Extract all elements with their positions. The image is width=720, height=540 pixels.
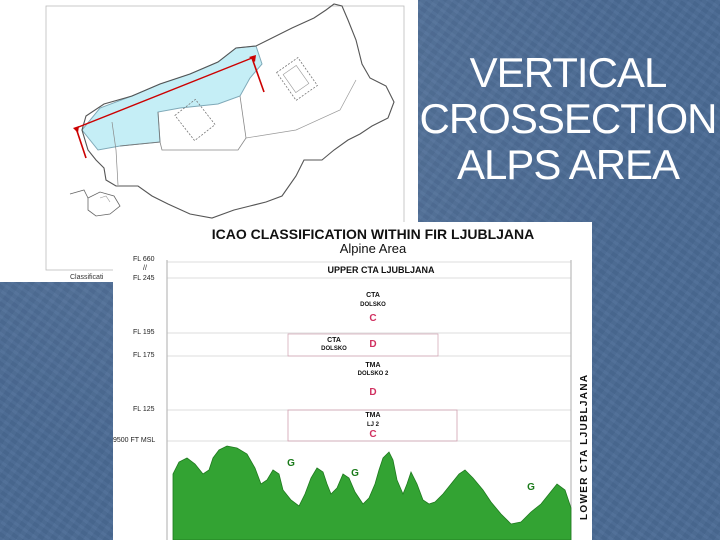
title-line-3: ALPS AREA: [456, 141, 680, 188]
cta-dolsko-low-sub: DOLSKO: [321, 346, 347, 352]
fl-175-label: FL 175: [133, 352, 155, 359]
terrain-class-g-3: G: [527, 482, 535, 493]
fl-660-label: FL 660: [133, 256, 155, 263]
country-border: [81, 3, 395, 219]
terrain-class-g-2: G: [351, 468, 359, 479]
tma-dolsko2-class: D: [369, 387, 377, 398]
terrain-class-g-1: G: [287, 458, 295, 469]
fl-break-mark: //: [143, 265, 147, 272]
title-line-1: VERTICAL: [469, 49, 668, 96]
title-line-2: CROSSECTION: [419, 95, 717, 142]
cta-dolsko-low-class: D: [369, 339, 377, 350]
terrain-profile: [172, 445, 572, 540]
cross-section-panel: ICAO CLASSIFICATION WITHIN FIR LJUBLJANA…: [113, 222, 592, 540]
cta-dolsko-low-name: CTA: [327, 337, 341, 344]
section-arrow-left: [75, 127, 87, 159]
cta-dolsko-high-sub: DOLSKO: [360, 302, 386, 308]
tma-dolsko2-sub: DOLSKO 2: [357, 371, 389, 377]
cross-section-subtitle: Alpine Area: [339, 241, 407, 256]
section-arrow-right: [251, 57, 265, 93]
map-caption: Classificati: [70, 274, 104, 281]
tma-lj2-name: TMA: [365, 412, 381, 419]
fl-245-label: FL 245: [133, 275, 155, 282]
section-line: [75, 57, 253, 129]
cta-dolsko-high-name: CTA: [366, 292, 380, 299]
slide-title: VERTICAL CROSSECTION ALPS AREA: [418, 50, 718, 188]
cross-section-diagram: [166, 260, 572, 540]
ft-9500-label: 9500 FT MSL: [113, 437, 156, 444]
cta-dolsko-high-class: C: [369, 313, 377, 324]
tma-lj2-class: C: [369, 429, 377, 440]
fl-125-label: FL 125: [133, 406, 155, 413]
fl-195-label: FL 195: [133, 329, 155, 336]
cross-section-title: ICAO CLASSIFICATION WITHIN FIR LJUBLJANA: [211, 226, 535, 242]
upper-cta-label: UPPER CTA LJUBLJANA: [327, 265, 435, 275]
slovenia-map-panel: Classificati: [0, 0, 418, 282]
lower-cta-label: LOWER CTA LJUBLJANA: [579, 373, 590, 520]
tma-dolsko2-name: TMA: [365, 362, 381, 369]
tma-lj2-sub: LJ 2: [366, 422, 379, 428]
